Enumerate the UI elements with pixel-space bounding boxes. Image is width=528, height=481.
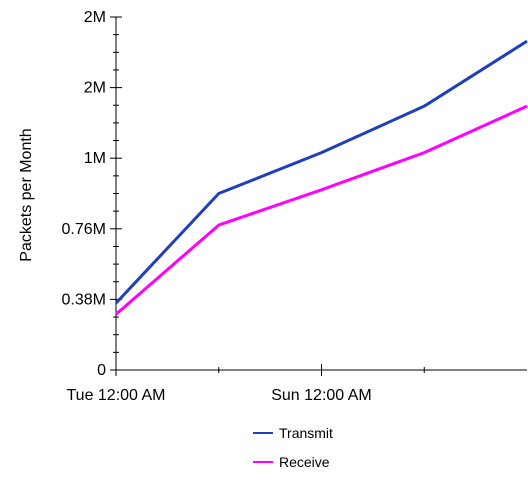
x-axis: Tue 12:00 AM Sun 12:00 AM — [66, 364, 527, 404]
y-tick-label: 2M — [84, 80, 106, 97]
y-axis: 0 0.38M 0.76M 1M 2M 2M — [62, 9, 122, 379]
plot-area — [114, 39, 528, 316]
legend: Transmit Receive — [253, 425, 333, 470]
legend-label: Receive — [279, 454, 330, 470]
x-tick-label: Tue 12:00 AM — [66, 387, 165, 404]
y-tick-label: 1M — [84, 150, 106, 167]
series-line-transmit — [114, 39, 528, 305]
y-tick-label: 0.38M — [62, 291, 106, 308]
y-tick-label: 0 — [97, 362, 106, 379]
x-tick-label: Sun 12:00 AM — [271, 387, 372, 404]
y-tick-label: 2M — [84, 9, 106, 26]
y-axis-title: Packets per Month — [18, 128, 35, 261]
series-line-receive — [115, 104, 528, 316]
legend-label: Transmit — [279, 425, 333, 441]
y-tick-label: 0.76M — [62, 221, 106, 238]
